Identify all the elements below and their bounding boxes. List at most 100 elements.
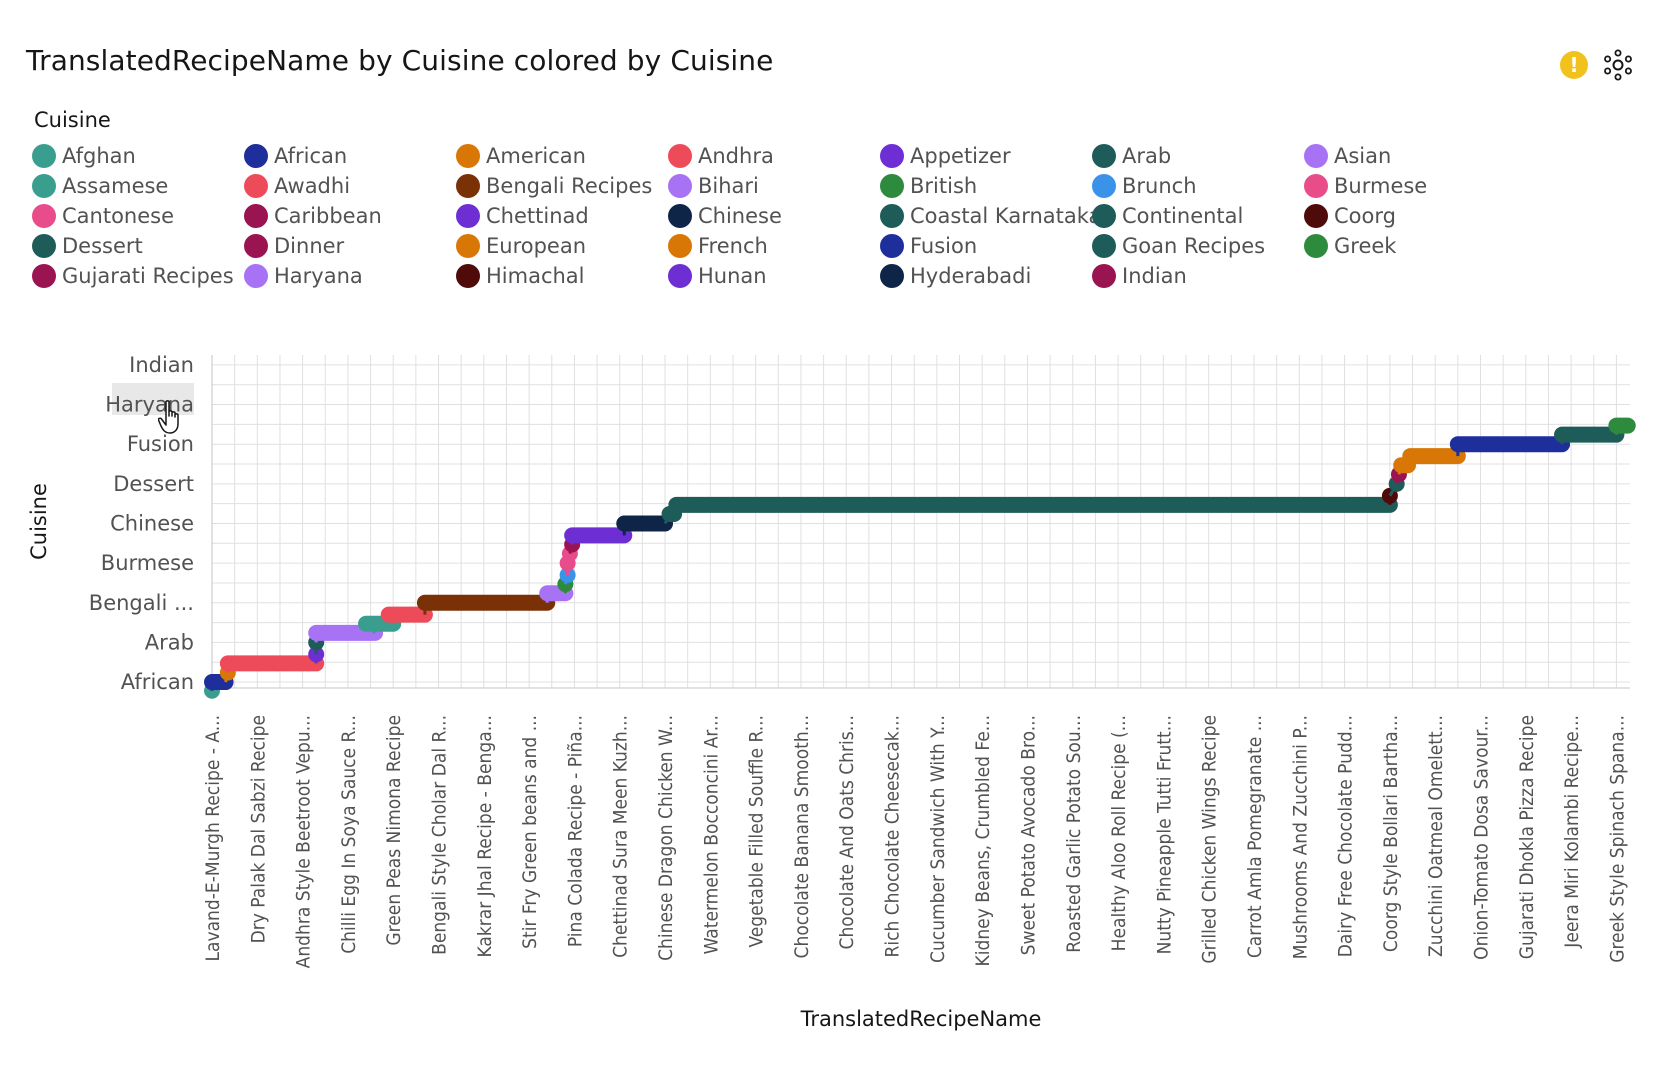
x-tick-label[interactable]: Dry Palak Dal Sabzi Recipe bbox=[247, 715, 269, 943]
legend-item[interactable]: European bbox=[456, 231, 586, 261]
y-tick-label[interactable]: Fusion bbox=[127, 432, 194, 456]
legend-swatch bbox=[668, 264, 692, 288]
x-tick-label[interactable]: Bengali Style Cholar Dal R... bbox=[429, 715, 451, 955]
legend-item[interactable]: Chettinad bbox=[456, 201, 589, 231]
x-tick-label[interactable]: Jeera Miri Kolambi Recipe... bbox=[1561, 715, 1583, 949]
x-tick-label[interactable]: Dairy Free Chocolate Pudd... bbox=[1335, 715, 1357, 957]
x-tick-label[interactable]: Mushrooms And Zucchini P... bbox=[1289, 715, 1311, 959]
y-tick-label[interactable]: Arab bbox=[145, 630, 194, 654]
y-tick-label[interactable]: Dessert bbox=[113, 472, 194, 496]
legend-item[interactable]: Fusion bbox=[880, 231, 977, 261]
x-tick-label[interactable]: Chocolate And Oats Chris... bbox=[836, 715, 858, 949]
legend-label: Andhra bbox=[698, 144, 774, 168]
x-tick-label[interactable]: Nutty Pineapple Tutti Frutt... bbox=[1153, 715, 1175, 954]
x-tick-label[interactable]: Chinese Dragon Chicken W... bbox=[655, 715, 677, 961]
x-tick-label[interactable]: Sweet Potato Avocado Bro... bbox=[1017, 715, 1039, 955]
x-tick-label[interactable]: Andhra Style Beetroot Vepu... bbox=[293, 715, 315, 968]
data-connector bbox=[563, 574, 570, 585]
data-connector bbox=[1395, 473, 1401, 485]
warning-icon[interactable]: ! bbox=[1560, 51, 1588, 79]
legend-item[interactable]: Haryana bbox=[244, 261, 363, 291]
legend-label: Chettinad bbox=[486, 204, 589, 228]
legend-item[interactable]: Indian bbox=[1092, 261, 1187, 291]
x-tick-label[interactable]: Chocolate Banana Smooth... bbox=[791, 715, 813, 958]
legend-item[interactable]: Burmese bbox=[1304, 171, 1427, 201]
chart-title: TranslatedRecipeName by Cuisine colored … bbox=[26, 44, 774, 77]
legend-item[interactable]: Dessert bbox=[32, 231, 143, 261]
y-tick-label[interactable]: Bengali ... bbox=[89, 591, 194, 615]
legend-swatch bbox=[880, 144, 904, 168]
y-axis-title: Cuisine bbox=[27, 483, 51, 560]
legend-item[interactable]: Hunan bbox=[668, 261, 767, 291]
legend-swatch bbox=[32, 234, 56, 258]
legend-item[interactable]: Assamese bbox=[32, 171, 168, 201]
legend-swatch bbox=[244, 174, 268, 198]
legend-item[interactable]: British bbox=[880, 171, 977, 201]
x-tick-label[interactable]: Kidney Beans, Crumbled Fe... bbox=[972, 715, 994, 966]
x-tick-label[interactable]: Cucumber Sandwich With Y... bbox=[927, 715, 949, 963]
y-tick-label[interactable]: Chinese bbox=[110, 511, 194, 535]
x-tick-label[interactable]: Carrot Amla Pomegranate ... bbox=[1244, 715, 1266, 958]
legend-item[interactable]: Cantonese bbox=[32, 201, 174, 231]
x-tick-label[interactable]: Watermelon Bocconcini Ar... bbox=[700, 715, 722, 954]
legend-item[interactable]: Arab bbox=[1092, 141, 1171, 171]
x-tick-label[interactable]: Coorg Style Bollari Bartha... bbox=[1380, 715, 1402, 952]
x-tick-label[interactable]: Gujarati Dhokla Pizza Recipe bbox=[1516, 715, 1538, 959]
legend-item[interactable]: Dinner bbox=[244, 231, 344, 261]
x-tick-label[interactable]: Kakrar Jhal Recipe - Benga... bbox=[474, 715, 496, 958]
legend-item[interactable]: Himachal bbox=[456, 261, 585, 291]
legend-swatch bbox=[456, 234, 480, 258]
y-tick-label[interactable]: Indian bbox=[129, 353, 194, 377]
legend-item[interactable]: Bengali Recipes bbox=[456, 171, 652, 201]
legend-item[interactable]: French bbox=[668, 231, 768, 261]
y-tick-label[interactable]: Burmese bbox=[101, 551, 194, 575]
x-tick-label[interactable]: Rich Chocolate Cheesecak... bbox=[882, 715, 904, 958]
legend-item[interactable]: Appetizer bbox=[880, 141, 1011, 171]
x-tick-label[interactable]: Green Peas Nimona Recipe bbox=[383, 715, 405, 946]
legend-label: Indian bbox=[1122, 264, 1187, 288]
legend-item[interactable]: Caribbean bbox=[244, 201, 382, 231]
legend-label: Fusion bbox=[910, 234, 978, 258]
y-tick-label[interactable]: African bbox=[121, 670, 194, 694]
legend-item[interactable]: Coastal Karnataka bbox=[880, 201, 1101, 231]
x-tick-label[interactable]: Stir Fry Green beans and ... bbox=[519, 715, 541, 949]
data-connector bbox=[672, 504, 678, 515]
y-tick-label[interactable]: Haryana bbox=[105, 393, 194, 417]
x-tick-label[interactable]: Chettinad Sura Meen Kuzh... bbox=[610, 715, 632, 958]
legend-swatch bbox=[880, 234, 904, 258]
legend-label: Afghan bbox=[62, 144, 136, 168]
legend-label: Hyderabadi bbox=[910, 264, 1032, 288]
x-tick-label[interactable]: Greek Style Spinach Spana... bbox=[1606, 715, 1628, 963]
legend-item[interactable]: Andhra bbox=[668, 141, 774, 171]
legend-item[interactable]: Afghan bbox=[32, 141, 136, 171]
legend-item[interactable]: American bbox=[456, 141, 586, 171]
x-tick-label[interactable]: Roasted Garlic Potato Sou... bbox=[1063, 715, 1085, 953]
legend-item[interactable]: Asian bbox=[1304, 141, 1391, 171]
legend-item[interactable]: Chinese bbox=[668, 201, 782, 231]
legend-item[interactable]: Greek bbox=[1304, 231, 1396, 261]
legend-item[interactable]: Coorg bbox=[1304, 201, 1396, 231]
x-tick-label[interactable]: Grilled Chicken Wings Recipe bbox=[1199, 715, 1221, 964]
legend-swatch bbox=[244, 204, 268, 228]
data-connector bbox=[1397, 464, 1403, 475]
x-tick-label[interactable]: Vegetable Filled Souffle R... bbox=[746, 715, 768, 947]
x-tick-label[interactable]: Healthy Aloo Roll Recipe (... bbox=[1108, 715, 1130, 951]
x-tick-label[interactable]: Zucchini Oatmeal Omelett... bbox=[1425, 715, 1447, 957]
legend-item[interactable]: Goan Recipes bbox=[1092, 231, 1265, 261]
legend-item[interactable]: Gujarati Recipes bbox=[32, 261, 234, 291]
legend-item[interactable]: Brunch bbox=[1092, 171, 1197, 201]
legend-item[interactable]: Continental bbox=[1092, 201, 1243, 231]
x-tick-label[interactable]: Pina Colada Recipe - Piña... bbox=[564, 715, 586, 947]
x-tick-label[interactable]: Onion-Tomato Dosa Savour... bbox=[1470, 715, 1492, 960]
data-connector bbox=[568, 544, 574, 554]
legend-swatch bbox=[32, 264, 56, 288]
legend-label: French bbox=[698, 234, 768, 258]
x-tick-label[interactable]: Lavand-E-Murgh Recipe - A... bbox=[202, 715, 224, 962]
legend-item[interactable]: African bbox=[244, 141, 347, 171]
legend-item[interactable]: Awadhi bbox=[244, 171, 350, 201]
x-tick-label[interactable]: Chilli Egg In Soya Sauce R... bbox=[338, 715, 360, 954]
legend-item[interactable]: Bihari bbox=[668, 171, 759, 201]
legend-item[interactable]: Hyderabadi bbox=[880, 261, 1031, 291]
settings-gear-icon[interactable] bbox=[1602, 49, 1634, 81]
legend-label: Asian bbox=[1334, 144, 1392, 168]
